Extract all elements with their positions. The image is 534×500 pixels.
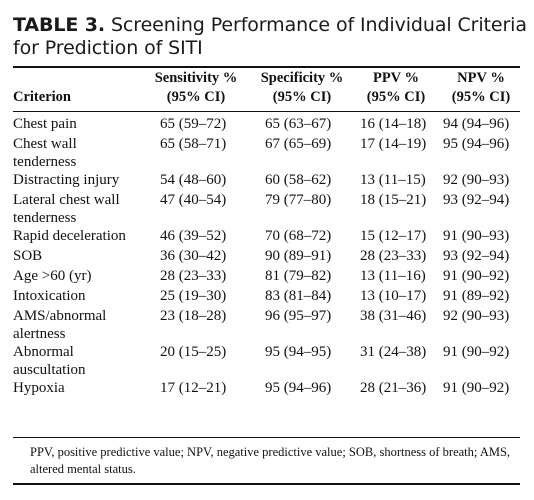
cell-ppv: 13 (10–17) [360, 288, 427, 304]
table-row: SOB 36 (30–42) 90 (89–91) 28 (23–33) 93 … [0, 247, 534, 267]
cell-ppv: 13 (11–15) [360, 172, 426, 188]
header-sensitivity-line1: Sensitivity % [154, 70, 238, 86]
cell-sensitivity: 28 (23–33) [160, 268, 227, 284]
cell-specificity: 95 (94–96) [265, 380, 332, 396]
cell-criterion: Distracting injury [13, 172, 120, 188]
table-body: Chest pain 65 (59–72) 65 (63–67) 16 (14–… [0, 115, 534, 399]
cell-ppv: 17 (14–19) [360, 136, 427, 152]
table-row: Age >60 (yr) 28 (23–33) 81 (79–82) 13 (1… [0, 267, 534, 287]
cell-ppv: 15 (12–17) [360, 228, 427, 244]
cell-criterion: Rapid deceleration [13, 228, 126, 244]
cell-npv: 91 (90–92) [443, 268, 510, 284]
table-footnote: PPV, positive predictive value; NPV, neg… [30, 445, 511, 476]
cell-npv: 91 (90–93) [443, 228, 510, 244]
cell-ppv: 38 (31–46) [360, 308, 427, 324]
cell-criterion: SOB [13, 248, 43, 264]
table-header: Criterion Sensitivity % (95% CI) Specifi… [0, 69, 534, 109]
cell-npv: 91 (90–92) [443, 380, 510, 396]
cell-ppv: 31 (24–38) [360, 344, 427, 360]
cell-ppv: 18 (15–21) [360, 192, 427, 208]
cell-specificity: 90 (89–91) [265, 248, 332, 264]
header-ppv-line2: (95% CI) [366, 89, 426, 105]
table-row: Chest wall tenderness 65 (58–71) 67 (65–… [0, 135, 534, 171]
cell-criterion: Lateral chest wall tenderness [13, 192, 120, 226]
cell-sensitivity: 46 (39–52) [160, 228, 227, 244]
table-title: TABLE 3. Screening Performance of Indivi… [13, 14, 528, 60]
cell-ppv: 16 (14–18) [360, 116, 427, 132]
cell-sensitivity: 23 (18–28) [160, 308, 227, 324]
cell-sensitivity: 47 (40–54) [160, 192, 227, 208]
header-ppv-line1: PPV % [372, 70, 420, 86]
cell-npv: 92 (90–93) [443, 308, 510, 324]
table-row: Rapid deceleration 46 (39–52) 70 (68–72)… [0, 227, 534, 247]
header-criterion: Criterion [13, 89, 71, 105]
cell-sensitivity: 36 (30–42) [160, 248, 227, 264]
cell-npv: 91 (90–92) [443, 344, 510, 360]
table-row: Chest pain 65 (59–72) 65 (63–67) 16 (14–… [0, 115, 534, 135]
cell-criterion: Age >60 (yr) [13, 268, 92, 284]
cell-specificity: 95 (94–95) [265, 344, 332, 360]
header-sensitivity: Sensitivity % (95% CI) [148, 69, 244, 107]
table-row: AMS/abnormal alertness 23 (18–28) 96 (95… [0, 307, 534, 343]
cell-npv: 93 (92–94) [443, 192, 510, 208]
cell-sensitivity: 65 (58–71) [160, 136, 227, 152]
cell-ppv: 28 (23–33) [360, 248, 427, 264]
table-row: Distracting injury 54 (48–60) 60 (58–62)… [0, 171, 534, 191]
cell-specificity: 60 (58–62) [265, 172, 332, 188]
cell-npv: 95 (94–96) [443, 136, 510, 152]
cell-criterion: AMS/abnormal alertness [13, 308, 107, 342]
cell-criterion: Intoxication [13, 288, 86, 304]
cell-criterion: Chest pain [13, 116, 77, 132]
cell-criterion: Chest wall tenderness [13, 136, 77, 170]
cell-sensitivity: 54 (48–60) [160, 172, 227, 188]
cell-npv: 93 (92–94) [443, 248, 510, 264]
cell-sensitivity: 20 (15–25) [160, 344, 227, 360]
cell-sensitivity: 25 (19–30) [160, 288, 227, 304]
header-sensitivity-line2: (95% CI) [166, 89, 226, 105]
table-row: Lateral chest wall tenderness 47 (40–54)… [0, 191, 534, 227]
cell-criterion: Abnormal auscultation [13, 344, 86, 378]
header-specificity-line2: (95% CI) [272, 89, 332, 105]
cell-specificity: 67 (65–69) [265, 136, 332, 152]
cell-specificity: 70 (68–72) [265, 228, 332, 244]
header-npv-line2: (95% CI) [451, 89, 511, 105]
table-label: TABLE 3. [13, 14, 106, 36]
cell-ppv: 28 (21–36) [360, 380, 427, 396]
cell-sensitivity: 65 (59–72) [160, 116, 227, 132]
cell-specificity: 79 (77–80) [265, 192, 332, 208]
final-rule [13, 483, 520, 485]
table-row: Hypoxia 17 (12–21) 95 (94–96) 28 (21–36)… [0, 379, 534, 399]
bottom-rule [13, 437, 520, 438]
cell-specificity: 83 (81–84) [265, 288, 332, 304]
header-npv: NPV % (95% CI) [439, 69, 523, 107]
cell-sensitivity: 17 (12–21) [160, 380, 227, 396]
table-caption: Screening Performance of Individual Crit… [13, 14, 527, 59]
cell-specificity: 81 (79–82) [265, 268, 332, 284]
header-npv-line1: NPV % [457, 70, 505, 86]
top-rule [13, 66, 520, 68]
cell-npv: 92 (90–93) [443, 172, 510, 188]
cell-specificity: 96 (95–97) [265, 308, 332, 324]
cell-criterion: Hypoxia [13, 380, 65, 396]
cell-npv: 91 (89–92) [443, 288, 510, 304]
header-rule [13, 111, 520, 112]
cell-specificity: 65 (63–67) [265, 116, 332, 132]
header-specificity: Specificity % (95% CI) [251, 69, 353, 107]
header-ppv: PPV % (95% CI) [358, 69, 434, 107]
header-specificity-line1: Specificity % [260, 70, 344, 86]
cell-npv: 94 (94–96) [443, 116, 510, 132]
table-row: Intoxication 25 (19–30) 83 (81–84) 13 (1… [0, 287, 534, 307]
table-row: Abnormal auscultation 20 (15–25) 95 (94–… [0, 343, 534, 379]
cell-ppv: 13 (11–16) [360, 268, 426, 284]
